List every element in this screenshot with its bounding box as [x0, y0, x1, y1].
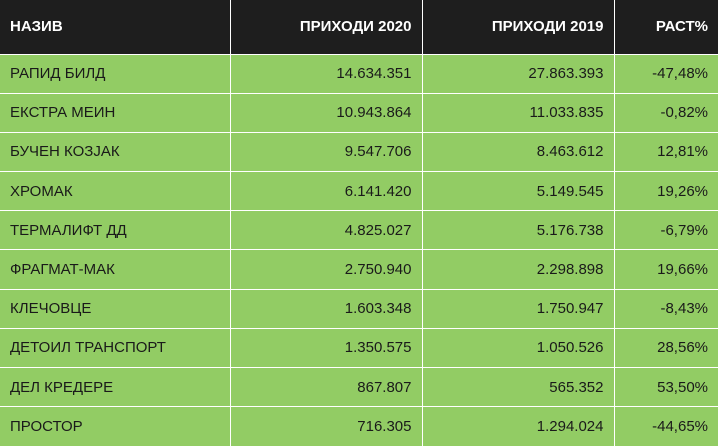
- revenue-2019: 2.298.898: [422, 249, 615, 290]
- growth-percent: 12,81%: [614, 131, 718, 172]
- company-name: ФРАГМАТ-МАК: [0, 249, 231, 290]
- header-revenue-2020: ПРИХОДИ 2020: [230, 0, 423, 54]
- revenue-2020: 6.141.420: [230, 171, 423, 211]
- header-name: НАЗИВ: [0, 0, 231, 54]
- table-body: РАПИД БИЛД 14.634.351 27.863.393 -47,48%…: [0, 53, 718, 446]
- company-name: РАПИД БИЛД: [0, 53, 231, 94]
- revenue-2020: 867.807: [230, 366, 423, 407]
- revenue-2019: 5.149.545: [422, 171, 615, 211]
- revenue-2019: 1.294.024: [422, 406, 615, 446]
- revenue-2019: 1.050.526: [422, 327, 615, 368]
- header-revenue-2019: ПРИХОДИ 2019: [422, 0, 615, 54]
- revenue-2020: 4.825.027: [230, 210, 423, 250]
- table-row: ФРАГМАТ-МАК 2.750.940 2.298.898 19,66%: [0, 249, 718, 290]
- company-name: БУЧЕН КОЗЈАК: [0, 131, 231, 172]
- growth-percent: 19,26%: [614, 171, 718, 211]
- revenue-2020: 9.547.706: [230, 131, 423, 172]
- revenue-2020: 716.305: [230, 406, 423, 446]
- company-name: ДЕЛ КРЕДЕРЕ: [0, 366, 231, 407]
- table-row: ПРОСТОР 716.305 1.294.024 -44,65%: [0, 406, 718, 446]
- growth-percent: -8,43%: [614, 288, 718, 329]
- growth-percent: 28,56%: [614, 327, 718, 368]
- company-name: ДЕТОИЛ ТРАНСПОРТ: [0, 327, 231, 368]
- table-row: ТЕРМАЛИФТ ДД 4.825.027 5.176.738 -6,79%: [0, 210, 718, 250]
- header-growth: РАСТ%: [614, 0, 718, 54]
- header-row: НАЗИВ ПРИХОДИ 2020 ПРИХОДИ 2019 РАСТ%: [0, 0, 718, 54]
- growth-percent: -6,79%: [614, 210, 718, 250]
- revenue-2020: 14.634.351: [230, 53, 423, 94]
- revenue-2020: 1.350.575: [230, 327, 423, 368]
- growth-percent: -0,82%: [614, 92, 718, 133]
- company-name: ХРОМАК: [0, 171, 231, 211]
- revenue-2019: 8.463.612: [422, 131, 615, 172]
- revenue-2020: 2.750.940: [230, 249, 423, 290]
- growth-percent: -44,65%: [614, 406, 718, 446]
- revenue-2019: 27.863.393: [422, 53, 615, 94]
- company-name: ПРОСТОР: [0, 406, 231, 446]
- table-row: РАПИД БИЛД 14.634.351 27.863.393 -47,48%: [0, 53, 718, 94]
- table-row: ЕКСТРА МЕИН 10.943.864 11.033.835 -0,82%: [0, 92, 718, 133]
- table-row: КЛЕЧОВЦЕ 1.603.348 1.750.947 -8,43%: [0, 288, 718, 329]
- growth-percent: 53,50%: [614, 366, 718, 407]
- growth-percent: 19,66%: [614, 249, 718, 290]
- table-row: БУЧЕН КОЗЈАК 9.547.706 8.463.612 12,81%: [0, 131, 718, 172]
- growth-percent: -47,48%: [614, 53, 718, 94]
- table-header: НАЗИВ ПРИХОДИ 2020 ПРИХОДИ 2019 РАСТ%: [0, 0, 718, 54]
- table-row: ДЕТОИЛ ТРАНСПОРТ 1.350.575 1.050.526 28,…: [0, 327, 718, 368]
- revenue-2020: 1.603.348: [230, 288, 423, 329]
- company-name: КЛЕЧОВЦЕ: [0, 288, 231, 329]
- revenue-2019: 5.176.738: [422, 210, 615, 250]
- revenue-2019: 11.033.835: [422, 92, 615, 133]
- revenue-2019: 565.352: [422, 366, 615, 407]
- revenue-2019: 1.750.947: [422, 288, 615, 329]
- table-row: ДЕЛ КРЕДЕРЕ 867.807 565.352 53,50%: [0, 366, 718, 407]
- table-row: ХРОМАК 6.141.420 5.149.545 19,26%: [0, 171, 718, 211]
- company-name: ТЕРМАЛИФТ ДД: [0, 210, 231, 250]
- company-name: ЕКСТРА МЕИН: [0, 92, 231, 133]
- revenue-2020: 10.943.864: [230, 92, 423, 133]
